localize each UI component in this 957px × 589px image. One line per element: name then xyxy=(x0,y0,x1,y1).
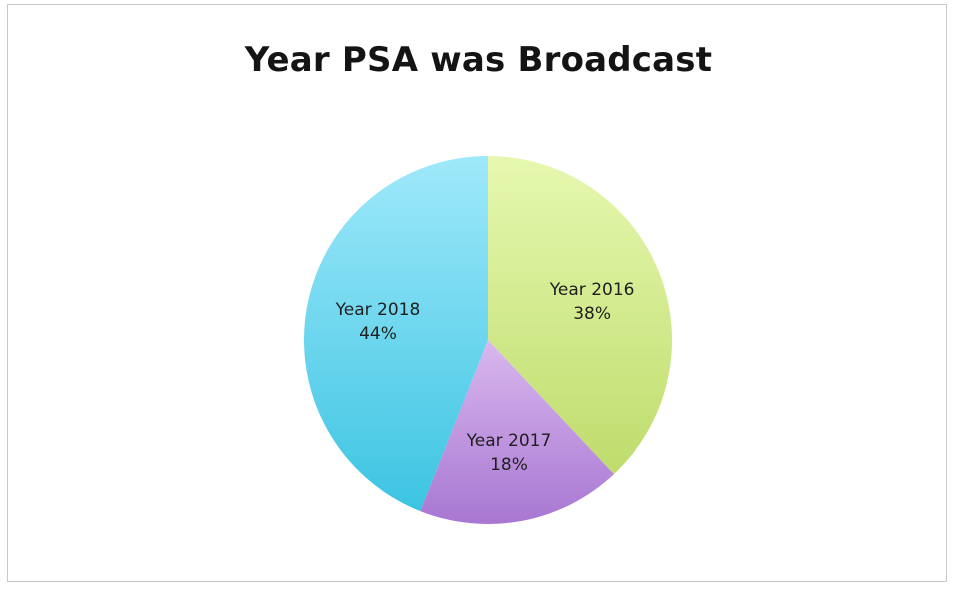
pie-slices xyxy=(303,156,672,524)
pie-slice-year-2018 xyxy=(303,156,488,512)
slice-category-label: Year 2016 xyxy=(549,280,635,300)
pie-slice-year-2016 xyxy=(488,156,672,475)
slice-label-year-2016: Year 2016 38% xyxy=(549,280,635,324)
pie-slice-year-2017 xyxy=(420,340,614,524)
slice-label-year-2018: Year 2018 44% xyxy=(335,300,421,344)
slice-label-year-2017: Year 2017 18% xyxy=(466,431,552,475)
slice-value-label: 44% xyxy=(359,324,397,344)
slice-category-label: Year 2018 xyxy=(335,300,421,320)
slice-value-label: 18% xyxy=(490,455,528,475)
chart-title: Year PSA was Broadcast xyxy=(244,40,713,80)
slice-category-label: Year 2017 xyxy=(466,431,552,451)
slice-value-label: 38% xyxy=(573,304,611,324)
pie-labels: Year 2016 38% Year 2017 18% Year 2018 44% xyxy=(335,280,635,475)
